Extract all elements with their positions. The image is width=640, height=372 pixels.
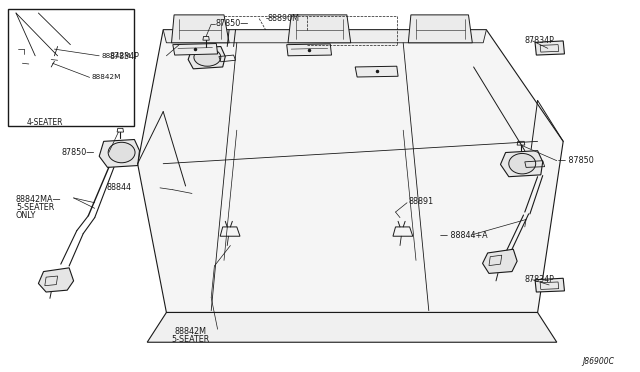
Text: — 88844+A: — 88844+A xyxy=(440,231,488,240)
Polygon shape xyxy=(535,278,564,292)
Polygon shape xyxy=(408,15,472,43)
Text: 88842M: 88842M xyxy=(175,327,207,336)
Text: 88842M: 88842M xyxy=(92,74,121,80)
Ellipse shape xyxy=(108,142,135,163)
Text: 5-SEATER: 5-SEATER xyxy=(172,335,210,344)
Text: 87850—: 87850— xyxy=(61,148,95,157)
Bar xyxy=(8,9,134,126)
Polygon shape xyxy=(483,249,517,273)
Text: 87834P: 87834P xyxy=(109,52,140,61)
Text: 88842M: 88842M xyxy=(101,53,131,59)
Text: 4-SEATER: 4-SEATER xyxy=(27,118,63,126)
Polygon shape xyxy=(287,44,332,56)
Text: 87850—: 87850— xyxy=(215,19,248,28)
Text: J86900C: J86900C xyxy=(582,357,614,366)
Polygon shape xyxy=(188,46,225,69)
Text: 5-SEATER: 5-SEATER xyxy=(16,203,54,212)
Ellipse shape xyxy=(509,153,536,174)
Polygon shape xyxy=(535,41,564,55)
Polygon shape xyxy=(38,268,74,292)
Polygon shape xyxy=(172,15,229,43)
Text: 87834P: 87834P xyxy=(525,275,555,283)
Text: 88890M: 88890M xyxy=(268,14,300,23)
Polygon shape xyxy=(288,15,351,43)
Polygon shape xyxy=(99,140,140,167)
Polygon shape xyxy=(355,66,398,77)
Polygon shape xyxy=(173,44,218,55)
Text: 87834P: 87834P xyxy=(525,36,555,45)
Polygon shape xyxy=(147,312,557,342)
Ellipse shape xyxy=(194,48,221,66)
Polygon shape xyxy=(163,30,486,43)
Text: 88842MA—: 88842MA— xyxy=(16,195,61,203)
Text: — 87850: — 87850 xyxy=(558,156,594,165)
Text: 88891: 88891 xyxy=(408,197,433,206)
Polygon shape xyxy=(138,30,563,312)
Text: 88844: 88844 xyxy=(106,183,131,192)
Polygon shape xyxy=(500,151,543,177)
Text: ONLY: ONLY xyxy=(16,211,36,220)
